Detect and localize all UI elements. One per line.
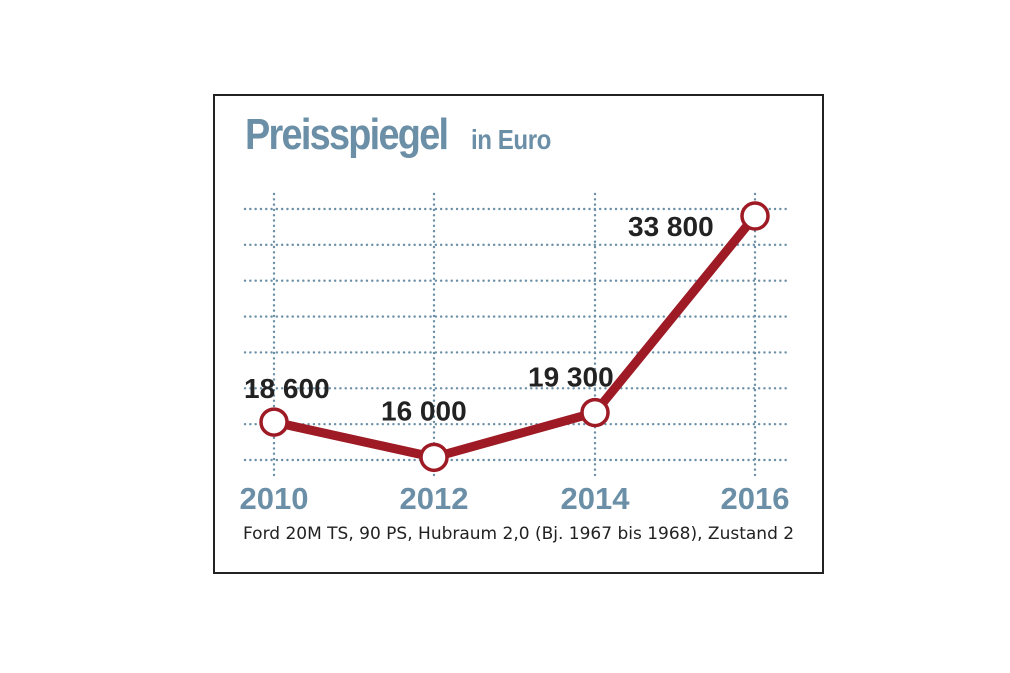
x-axis-tick-labels: 2010 2012 2014 2016 [240, 481, 790, 516]
x-tick-label: 2010 [240, 481, 309, 516]
line-chart: 2010 2012 2014 2016 18 600 16 000 19 300 33 80… [240, 192, 790, 516]
data-labels: 18 600 16 000 19 300 33 800 [244, 211, 714, 426]
price-series [259, 201, 770, 473]
data-point-marker [580, 397, 610, 428]
horizontal-gridlines [243, 207, 789, 462]
chart-title-unit: in Euro [471, 124, 552, 155]
series-line [269, 211, 760, 462]
data-point-marker [740, 201, 770, 231]
x-tick-label: 2014 [561, 481, 631, 516]
chart-title-main: Preisspiegel [245, 110, 449, 159]
data-point-marker [419, 442, 449, 473]
x-tick-label: 2012 [400, 481, 469, 516]
data-label: 33 800 [628, 211, 714, 242]
data-label: 18 600 [244, 373, 330, 404]
x-tick-label: 2016 [721, 481, 790, 516]
data-label: 19 300 [528, 362, 614, 393]
chart-card: Preisspiegel in Euro 2010 2012 2014 2016 18… [213, 94, 824, 574]
data-point-marker [259, 407, 289, 437]
data-label: 16 000 [381, 395, 467, 426]
vertical-gridlines [272, 192, 757, 478]
chart-title: Preisspiegel in Euro [245, 110, 564, 160]
chart-caption: Ford 20M TS, 90 PS, Hubraum 2,0 (Bj. 196… [243, 524, 795, 544]
